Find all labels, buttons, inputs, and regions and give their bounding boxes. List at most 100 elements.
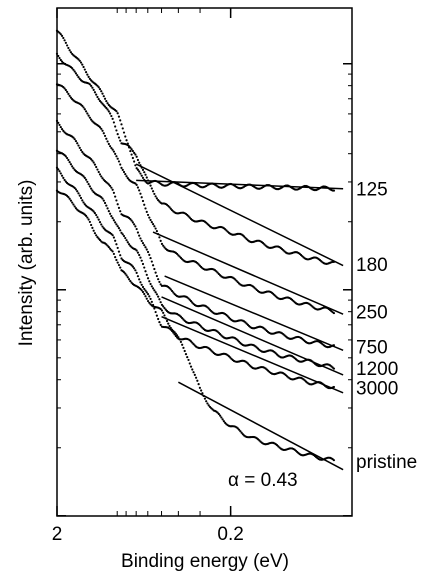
data-point (105, 137, 108, 140)
data-point (134, 153, 137, 156)
data-point (136, 231, 140, 234)
data-point (58, 56, 61, 60)
data-point (143, 292, 146, 296)
data-point (332, 311, 336, 315)
data-point (83, 108, 86, 111)
data-point (60, 127, 64, 131)
data-point (119, 119, 122, 122)
data-point (144, 270, 147, 273)
data-point (143, 266, 146, 269)
data-point (140, 289, 143, 292)
data-point (144, 295, 147, 298)
data-point (68, 160, 71, 164)
data-point (151, 190, 155, 193)
data-point (138, 278, 141, 281)
data-point (96, 216, 99, 219)
data-point (176, 334, 179, 337)
data-point (58, 123, 61, 127)
data-point (139, 172, 142, 175)
data-point (115, 199, 118, 202)
data-point (148, 253, 151, 256)
data-point (107, 103, 110, 107)
data-point (106, 244, 109, 247)
data-point (149, 297, 152, 301)
data-point (116, 112, 119, 115)
data-point (159, 323, 162, 326)
data-point (163, 306, 166, 310)
data-point (240, 431, 243, 434)
data-point (68, 94, 71, 97)
data-point (131, 156, 134, 160)
data-point (157, 199, 160, 202)
data-point (140, 174, 143, 177)
data-point (150, 285, 153, 288)
data-point (182, 346, 185, 349)
tick-labels: 2 0.2 (52, 524, 244, 545)
data-point (121, 233, 124, 236)
data-point (107, 210, 110, 213)
data-point (124, 173, 127, 176)
data-point (92, 229, 95, 232)
data-point (220, 416, 223, 419)
data-point (73, 138, 76, 141)
data-point (110, 215, 113, 218)
data-point (64, 41, 67, 44)
data-point (55, 166, 59, 169)
data-point (189, 365, 193, 368)
data-point (110, 146, 113, 150)
data-point (151, 264, 155, 267)
data-point (115, 155, 118, 158)
data-point (148, 301, 151, 304)
data-point (111, 217, 114, 220)
data-point (138, 170, 141, 173)
data-point (106, 108, 109, 111)
data-point (92, 210, 95, 213)
data-point (332, 344, 336, 347)
data-point (112, 150, 115, 153)
data-point (168, 324, 171, 328)
data-point (106, 207, 109, 210)
data-point (101, 197, 104, 200)
alpha-annotation: α = 0.43 (228, 470, 298, 491)
fit-line-180 (135, 163, 344, 267)
data-point (71, 201, 74, 204)
data-point (114, 239, 117, 242)
data-point (205, 400, 208, 403)
data-point (88, 185, 91, 188)
data-point (157, 232, 160, 236)
data-point (136, 251, 140, 254)
data-point (154, 310, 157, 314)
data-point (87, 114, 90, 117)
data-point (153, 289, 156, 292)
data-point (194, 376, 198, 379)
data-point (82, 175, 85, 178)
data-point (122, 131, 126, 134)
data-point (60, 174, 64, 177)
series-125 (55, 29, 336, 192)
data-point (93, 232, 97, 235)
data-point (126, 177, 129, 180)
data-point (141, 199, 145, 203)
data-point (133, 160, 136, 163)
data-point (165, 319, 169, 323)
data-point (69, 199, 73, 202)
data-point (59, 58, 62, 62)
fit-line-3000 (161, 316, 344, 394)
data-point (124, 236, 127, 240)
data-point (86, 112, 89, 115)
data-point (134, 225, 137, 228)
data-point (150, 300, 153, 303)
fit-line-pristine (178, 381, 344, 471)
data-point (116, 157, 119, 160)
data-point (167, 322, 170, 325)
data-point (198, 386, 201, 389)
data-point (141, 241, 145, 245)
data-point (127, 278, 131, 281)
data-point (72, 203, 75, 206)
data-point (92, 161, 95, 164)
data-point (90, 187, 93, 190)
data-point (134, 164, 137, 167)
data-point (222, 420, 226, 423)
data-point (84, 110, 88, 113)
data-point (133, 223, 136, 226)
